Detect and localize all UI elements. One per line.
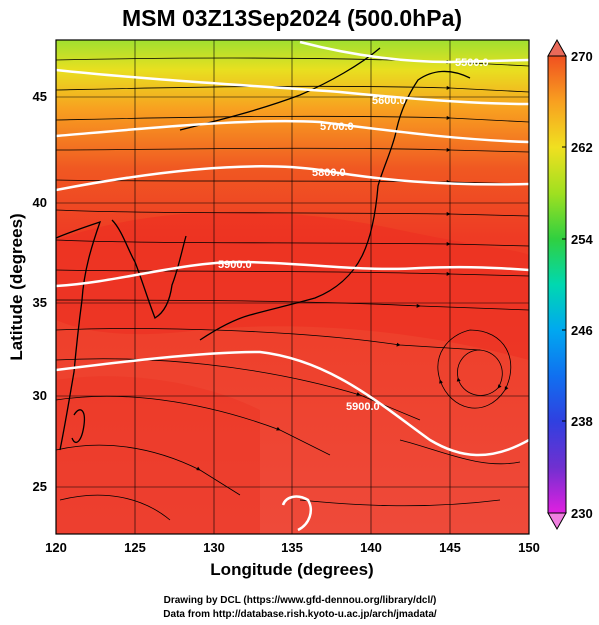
contour-label: 5500.0 — [455, 57, 489, 69]
colorbar-tick-label: 238 — [571, 414, 593, 429]
colorbar-bottom-arrow — [547, 512, 567, 531]
x-tick-label: 135 — [281, 540, 303, 555]
x-tick-label: 125 — [124, 540, 146, 555]
contour-5700 — [56, 119, 529, 144]
contour-label: 5800.0 — [312, 167, 346, 179]
contour-label: 5600.0 — [372, 95, 406, 107]
colorbar-tick-label: 230 — [571, 506, 593, 521]
contour-label: 5700.0 — [320, 121, 354, 133]
contour-5800 — [56, 165, 529, 192]
contour-label: 5900.0 — [218, 259, 252, 271]
coastline-japan — [199, 70, 471, 341]
colorbar-top-arrow — [547, 38, 567, 57]
y-tick-label: 35 — [33, 295, 47, 310]
credit-data: Data from http://database.rish.kyoto-u.a… — [163, 609, 437, 620]
map-plot-area: 5500.0 5600.0 5700.0 5800.0 5900.0 5900.… — [56, 40, 529, 534]
colorbar-tick-label: 262 — [571, 140, 593, 155]
credit-drawing: Drawing by DCL (https://www.gfd-dennou.o… — [164, 595, 437, 606]
lat-lon-grid — [56, 40, 529, 534]
x-axis-ticks: 120 125 130 135 140 145 150 — [45, 540, 540, 555]
contour-5500 — [299, 40, 529, 64]
chart-title: MSM 03Z13Sep2024 (500.0hPa) — [122, 5, 462, 31]
colorbar-tick-label: 270 — [571, 49, 593, 64]
height-contours — [56, 40, 529, 532]
contour-5900-ring — [281, 495, 312, 532]
warm-core-band — [56, 211, 529, 360]
y-axis-ticks: 25 30 35 40 45 — [33, 89, 47, 494]
x-tick-label: 120 — [45, 540, 67, 555]
colorbar-gradient — [547, 55, 567, 514]
x-tick-label: 145 — [439, 540, 461, 555]
x-tick-label: 150 — [518, 540, 540, 555]
plot-frame — [55, 39, 530, 535]
x-tick-label: 130 — [203, 540, 225, 555]
coastline-russia — [179, 47, 381, 131]
colorbar-tick-label: 254 — [571, 232, 593, 247]
x-axis-label: Longitude (degrees) — [210, 560, 373, 579]
contour-labels: 5500.0 5600.0 5700.0 5800.0 5900.0 5900.… — [218, 57, 489, 413]
contour-label: 5900.0 — [346, 401, 380, 413]
colorbar: 270 262 254 246 238 230 — [547, 38, 593, 531]
colorbar-tick-label: 246 — [571, 323, 593, 338]
contour-5900-south — [56, 350, 529, 457]
y-axis-label: Latitude (degrees) — [7, 213, 26, 360]
coastline-taiwan — [71, 409, 86, 443]
y-tick-label: 45 — [33, 89, 47, 104]
colorbar-ticks — [562, 55, 566, 514]
contour-5600 — [56, 68, 529, 106]
y-tick-label: 30 — [33, 388, 47, 403]
contour-5900-north — [56, 260, 529, 288]
y-tick-label: 40 — [33, 195, 47, 210]
y-tick-label: 25 — [33, 479, 47, 494]
x-tick-label: 140 — [360, 540, 382, 555]
warm-core-south — [56, 376, 260, 534]
